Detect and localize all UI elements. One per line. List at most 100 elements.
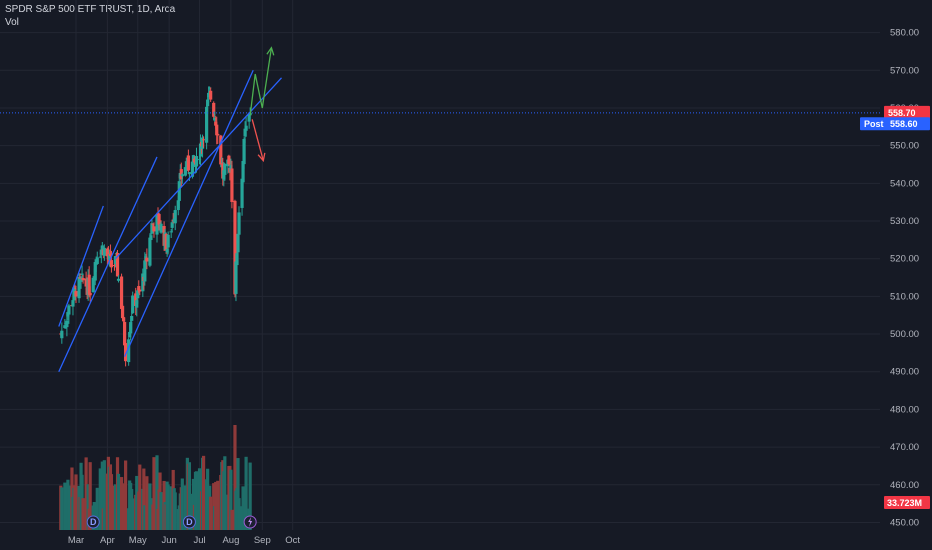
volume-bar <box>145 476 149 530</box>
volume-bar <box>230 509 234 530</box>
candle-body <box>148 237 152 266</box>
candle-body <box>112 264 117 267</box>
candle-body <box>176 200 180 211</box>
candle-body <box>166 234 170 248</box>
candle-body <box>177 181 181 201</box>
candle-body <box>136 290 140 299</box>
post-market-badge <box>860 117 930 131</box>
volume-bar <box>131 498 135 530</box>
candle-body <box>247 113 251 122</box>
y-tick-label: 450.00 <box>890 517 919 528</box>
x-tick-label: Sep <box>254 535 271 546</box>
volume-bar <box>237 498 241 530</box>
volume-bar <box>138 464 142 530</box>
candle-body <box>173 210 177 224</box>
candle-body <box>150 223 154 234</box>
bullish-arrowhead <box>266 46 275 56</box>
volume-bar <box>201 455 206 530</box>
y-tick-label: 460.00 <box>890 480 919 491</box>
candle-body <box>244 125 248 131</box>
candle-body <box>100 245 104 252</box>
candle-body <box>190 161 195 177</box>
candle-body <box>107 254 112 260</box>
y-tick-label: 530.00 <box>890 216 919 227</box>
volume-bar <box>152 457 156 530</box>
candle-body <box>216 134 220 136</box>
candle-body <box>198 143 203 157</box>
x-tick-label: Jul <box>193 535 205 546</box>
candle-body <box>241 160 245 183</box>
volume-bar <box>180 478 184 530</box>
volume-bar <box>206 468 210 530</box>
candle-body <box>60 330 64 339</box>
y-tick-label: 490.00 <box>890 367 919 378</box>
dividend-marker <box>86 515 100 529</box>
candle-body <box>214 121 218 126</box>
candle-body <box>230 168 234 202</box>
post-market-label: Post <box>864 119 884 129</box>
candle-body <box>242 138 246 165</box>
candle-body <box>219 135 223 165</box>
volume-bar <box>84 457 88 530</box>
candle-body <box>209 90 213 100</box>
dividend-marker-label: D <box>186 517 193 527</box>
candle-body <box>212 102 216 117</box>
candle-body <box>151 223 155 225</box>
candle-body <box>102 247 106 256</box>
volume-bar <box>67 485 71 530</box>
y-tick-label: 520.00 <box>890 254 919 265</box>
y-tick-label: 480.00 <box>890 404 919 415</box>
candle-body <box>71 300 75 307</box>
candle-body <box>99 249 103 255</box>
candle-body <box>95 257 99 264</box>
candle-body <box>184 169 188 171</box>
candle-body <box>141 273 145 292</box>
y-tick-label: 570.00 <box>890 65 919 76</box>
candle-body <box>137 286 141 291</box>
candle-body <box>116 278 121 281</box>
candle-body <box>234 261 238 294</box>
candle-body <box>169 231 173 233</box>
volume-bar <box>74 474 78 530</box>
y-tick-label: 500.00 <box>890 329 919 340</box>
candle-body <box>145 257 149 262</box>
candle-body <box>205 106 209 143</box>
volume-bar <box>209 496 213 530</box>
candle-body <box>159 223 163 233</box>
x-tick-label: Jun <box>161 535 176 546</box>
volume-bar <box>121 483 126 530</box>
candle-body <box>183 167 187 176</box>
candle-body <box>121 317 126 321</box>
volume-bar <box>60 487 64 530</box>
candle-body <box>156 212 160 215</box>
post-market-price: 558.60 <box>890 119 918 129</box>
x-tick-label: Aug <box>222 535 239 546</box>
candle-body <box>180 174 184 177</box>
candle-body <box>240 178 244 208</box>
candle-body <box>134 293 138 306</box>
bearish-projection-arrow <box>251 119 264 161</box>
trendline <box>58 156 158 373</box>
volume-bar <box>244 456 248 530</box>
volume-bar <box>95 487 99 530</box>
candle-body <box>197 159 202 161</box>
candle-body <box>81 278 85 281</box>
lightning-icon <box>248 517 253 527</box>
candle-body <box>105 248 109 257</box>
volume-bar <box>166 484 170 530</box>
volume-bar <box>116 473 121 530</box>
bearish-arrowhead <box>257 152 266 163</box>
volume-bar <box>159 492 163 530</box>
candle-body <box>72 287 76 301</box>
candle-body <box>109 260 114 268</box>
candle-body <box>123 321 127 346</box>
candle-body <box>74 291 78 297</box>
candle-body <box>149 235 153 241</box>
candle-body <box>237 212 241 235</box>
candle-body <box>79 278 83 282</box>
last-price-badge-text: 558.70 <box>888 108 916 118</box>
volume-bar <box>216 480 220 530</box>
candle-body <box>135 300 139 308</box>
candle-body <box>129 322 133 334</box>
